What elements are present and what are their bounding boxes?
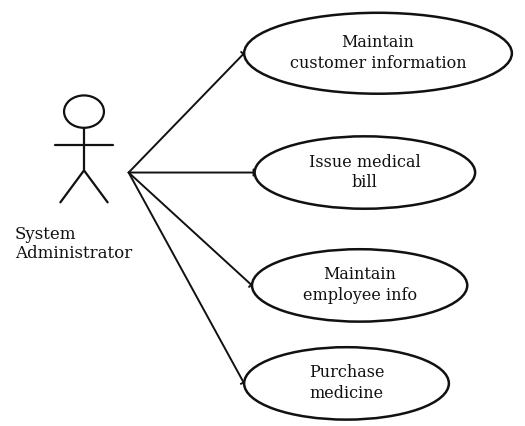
Text: Purchase
medicine: Purchase medicine (309, 365, 384, 402)
Text: Maintain
customer information: Maintain customer information (290, 35, 466, 72)
Text: System
Administrator: System Administrator (15, 226, 132, 262)
Text: Issue medical
bill: Issue medical bill (309, 154, 421, 191)
Ellipse shape (252, 249, 467, 322)
Ellipse shape (244, 347, 449, 420)
Text: Maintain
employee info: Maintain employee info (302, 267, 417, 304)
Ellipse shape (255, 136, 475, 209)
Ellipse shape (244, 13, 512, 94)
